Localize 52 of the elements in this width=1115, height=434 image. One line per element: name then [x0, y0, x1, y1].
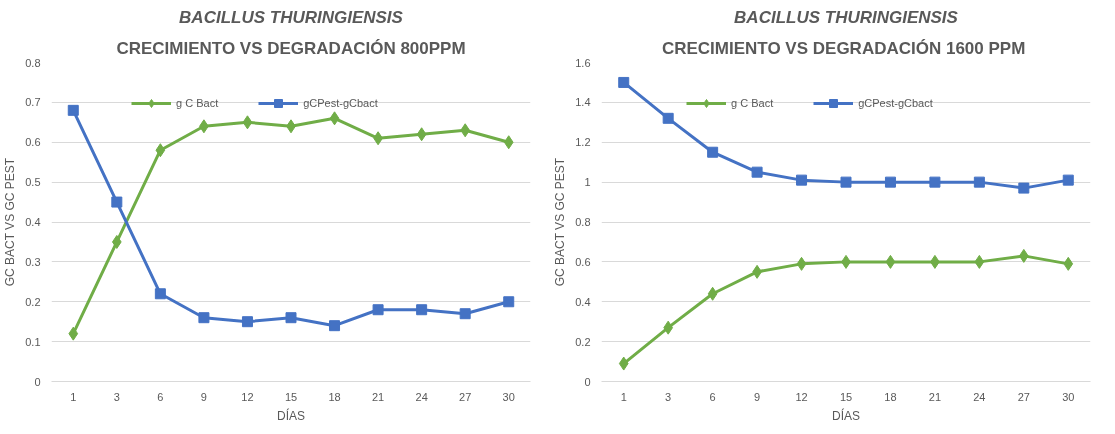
y-tick-label: 0.1	[25, 335, 41, 348]
x-tick-label: 9	[200, 390, 207, 403]
x-tick-label: 12	[795, 390, 808, 403]
x-tick-label: 18	[884, 390, 897, 403]
y-tick-label: 0.6	[575, 255, 591, 268]
x-tick-label: 12	[241, 390, 254, 403]
x-tick-label: 30	[1062, 390, 1075, 403]
y-axis-title: GC BACT VS GC PEST	[3, 157, 18, 287]
y-tick-label: 1	[584, 176, 591, 189]
y-tick-label: 0.8	[25, 56, 41, 69]
y-tick-label: 0	[584, 375, 591, 388]
x-tick-label: 24	[415, 390, 428, 403]
x-tick-label: 1	[620, 390, 627, 403]
x-tick-label: 27	[459, 390, 472, 403]
y-tick-label: 1.6	[575, 56, 591, 69]
x-tick-label: 15	[284, 390, 298, 403]
x-tick-label: 18	[328, 390, 341, 403]
y-tick-label: 0.2	[25, 295, 41, 308]
chart-subtitle: CRECIMIENTO VS DEGRADACIÓN 800PPM	[116, 38, 466, 58]
x-tick-label: 30	[502, 390, 515, 403]
y-axis-title: GC BACT VS GC PEST	[553, 157, 568, 287]
legend-label: g C Bact	[731, 97, 774, 109]
chart-title: BACILLUS THURINGIENSIS	[179, 7, 404, 27]
y-tick-label: 0.6	[25, 136, 41, 149]
chart-subtitle: CRECIMIENTO VS DEGRADACIÓN 1600 PPM	[661, 38, 1026, 58]
x-tick-label: 24	[973, 390, 986, 403]
legend-label: gCPest-gCbact	[303, 97, 378, 109]
y-tick-label: 0.8	[575, 216, 591, 228]
x-tick-label: 1	[70, 390, 77, 403]
y-tick-label: 0.5	[25, 176, 41, 189]
y-tick-label: 0.7	[25, 96, 41, 109]
legend-label: gCPest-gCbact	[858, 97, 933, 109]
x-tick-label: 6	[157, 390, 164, 403]
chart-title: BACILLUS THURINGIENSIS	[734, 7, 959, 27]
y-tick-label: 0.4	[25, 216, 41, 228]
x-tick-label: 9	[754, 390, 761, 403]
y-tick-label: 0.3	[25, 255, 41, 268]
x-axis-title: DÍAS	[277, 407, 306, 423]
y-tick-label: 0	[34, 375, 41, 388]
x-tick-label: 3	[113, 390, 120, 403]
y-tick-label: 0.2	[575, 335, 591, 348]
x-tick-label: 6	[709, 390, 716, 403]
x-tick-label: 21	[371, 390, 385, 403]
y-tick-label: 0.4	[575, 295, 591, 308]
x-tick-label: 21	[928, 390, 942, 403]
y-tick-label: 1.2	[575, 136, 591, 149]
y-tick-label: 1.4	[575, 96, 591, 109]
x-axis-title: DÍAS	[832, 407, 861, 423]
x-tick-label: 15	[839, 390, 853, 403]
x-tick-label: 27	[1017, 390, 1030, 403]
legend-label: g C Bact	[176, 97, 219, 109]
x-tick-label: 3	[665, 390, 672, 403]
